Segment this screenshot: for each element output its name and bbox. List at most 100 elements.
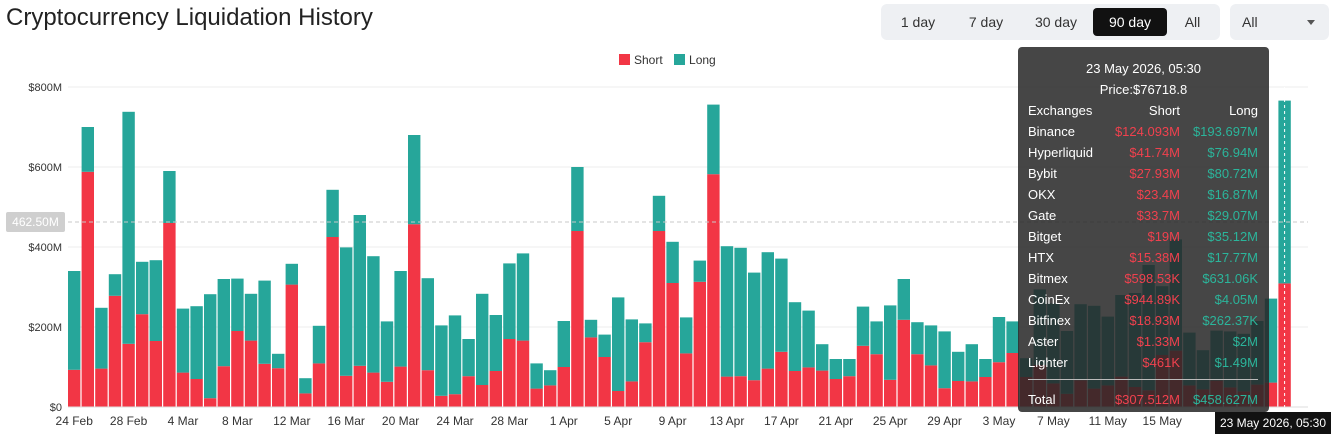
long-bar[interactable]	[843, 359, 856, 377]
short-bar[interactable]	[81, 171, 94, 407]
short-bar[interactable]	[285, 284, 298, 407]
short-bar[interactable]	[734, 376, 747, 407]
long-bar[interactable]	[272, 353, 285, 369]
long-bar[interactable]	[176, 308, 190, 373]
long-bar[interactable]	[965, 344, 978, 382]
long-bar[interactable]	[734, 247, 747, 377]
long-bar[interactable]	[340, 247, 353, 376]
long-bar[interactable]	[81, 127, 94, 172]
long-bar[interactable]	[108, 274, 122, 296]
long-bar[interactable]	[924, 325, 938, 366]
range-all-button[interactable]: All	[1184, 14, 1201, 30]
long-bar[interactable]	[979, 359, 992, 377]
short-bar[interactable]	[911, 354, 924, 407]
short-bar[interactable]	[408, 224, 421, 407]
short-bar[interactable]	[897, 319, 910, 407]
short-bar[interactable]	[693, 281, 706, 407]
short-bar[interactable]	[965, 381, 978, 407]
short-bar[interactable]	[544, 385, 557, 407]
short-bar[interactable]	[775, 351, 788, 407]
long-bar[interactable]	[897, 279, 910, 320]
short-bar[interactable]	[68, 369, 81, 407]
short-bar[interactable]	[462, 376, 475, 407]
short-bar[interactable]	[829, 379, 842, 407]
long-bar[interactable]	[231, 278, 244, 331]
long-bar[interactable]	[911, 322, 924, 355]
long-bar[interactable]	[829, 359, 842, 379]
long-bar[interactable]	[462, 339, 475, 377]
short-bar[interactable]	[952, 381, 965, 407]
short-bar[interactable]	[571, 231, 584, 407]
short-bar[interactable]	[856, 345, 870, 407]
long-bar[interactable]	[312, 325, 326, 364]
short-bar[interactable]	[639, 342, 652, 407]
long-bar[interactable]	[163, 171, 176, 223]
short-bar[interactable]	[108, 295, 122, 407]
range-90-day-button[interactable]: 90 day	[1093, 8, 1167, 36]
long-bar[interactable]	[938, 331, 951, 389]
short-bar[interactable]	[979, 377, 992, 407]
long-bar[interactable]	[571, 167, 584, 231]
long-bar[interactable]	[1006, 321, 1019, 353]
short-bar[interactable]	[272, 368, 285, 407]
short-bar[interactable]	[802, 367, 815, 407]
short-bar[interactable]	[312, 363, 326, 407]
short-bar[interactable]	[503, 339, 516, 407]
short-bar[interactable]	[992, 362, 1006, 407]
short-bar[interactable]	[625, 381, 638, 407]
short-bar[interactable]	[938, 388, 951, 407]
short-bar[interactable]	[448, 394, 462, 407]
long-bar[interactable]	[394, 271, 407, 367]
long-bar[interactable]	[380, 321, 394, 382]
range-7-day-button[interactable]: 7 day	[968, 14, 1004, 30]
long-bar[interactable]	[952, 351, 965, 381]
long-bar[interactable]	[870, 321, 883, 355]
short-bar[interactable]	[652, 231, 666, 407]
short-bar[interactable]	[1006, 353, 1019, 407]
long-bar[interactable]	[326, 189, 339, 237]
short-bar[interactable]	[136, 314, 149, 407]
short-bar[interactable]	[217, 366, 230, 407]
long-bar[interactable]	[217, 279, 230, 367]
long-bar[interactable]	[190, 306, 203, 379]
long-bar[interactable]	[639, 323, 652, 343]
short-bar[interactable]	[680, 353, 693, 407]
short-bar[interactable]	[720, 376, 734, 407]
short-bar[interactable]	[870, 354, 883, 407]
long-bar[interactable]	[408, 135, 421, 225]
short-bar[interactable]	[394, 366, 407, 407]
long-bar[interactable]	[707, 104, 720, 175]
short-bar[interactable]	[584, 337, 598, 407]
long-bar[interactable]	[367, 256, 380, 373]
long-bar[interactable]	[761, 252, 774, 369]
long-bar[interactable]	[557, 321, 570, 367]
long-bar[interactable]	[680, 317, 693, 354]
long-bar[interactable]	[992, 317, 1006, 363]
long-bar[interactable]	[489, 315, 502, 371]
short-bar[interactable]	[612, 391, 625, 407]
short-bar[interactable]	[557, 367, 570, 407]
short-bar[interactable]	[598, 357, 611, 407]
long-bar[interactable]	[788, 302, 802, 371]
short-bar[interactable]	[816, 370, 829, 407]
long-bar[interactable]	[299, 378, 312, 394]
short-bar[interactable]	[421, 370, 434, 407]
long-bar[interactable]	[802, 310, 815, 368]
short-bar[interactable]	[367, 372, 380, 407]
long-bar[interactable]	[503, 263, 516, 339]
short-bar[interactable]	[788, 371, 802, 407]
long-bar[interactable]	[884, 305, 897, 380]
short-bar[interactable]	[149, 341, 162, 407]
short-bar[interactable]	[353, 365, 366, 407]
long-bar[interactable]	[136, 261, 149, 315]
short-bar[interactable]	[380, 381, 394, 407]
long-bar[interactable]	[244, 293, 258, 341]
long-bar[interactable]	[204, 294, 217, 399]
short-bar[interactable]	[884, 379, 897, 407]
short-bar[interactable]	[761, 368, 774, 407]
long-bar[interactable]	[544, 370, 557, 386]
short-bar[interactable]	[476, 385, 489, 407]
range-1-day-button[interactable]: 1 day	[900, 14, 936, 30]
long-bar[interactable]	[353, 215, 366, 366]
short-bar[interactable]	[122, 343, 135, 407]
